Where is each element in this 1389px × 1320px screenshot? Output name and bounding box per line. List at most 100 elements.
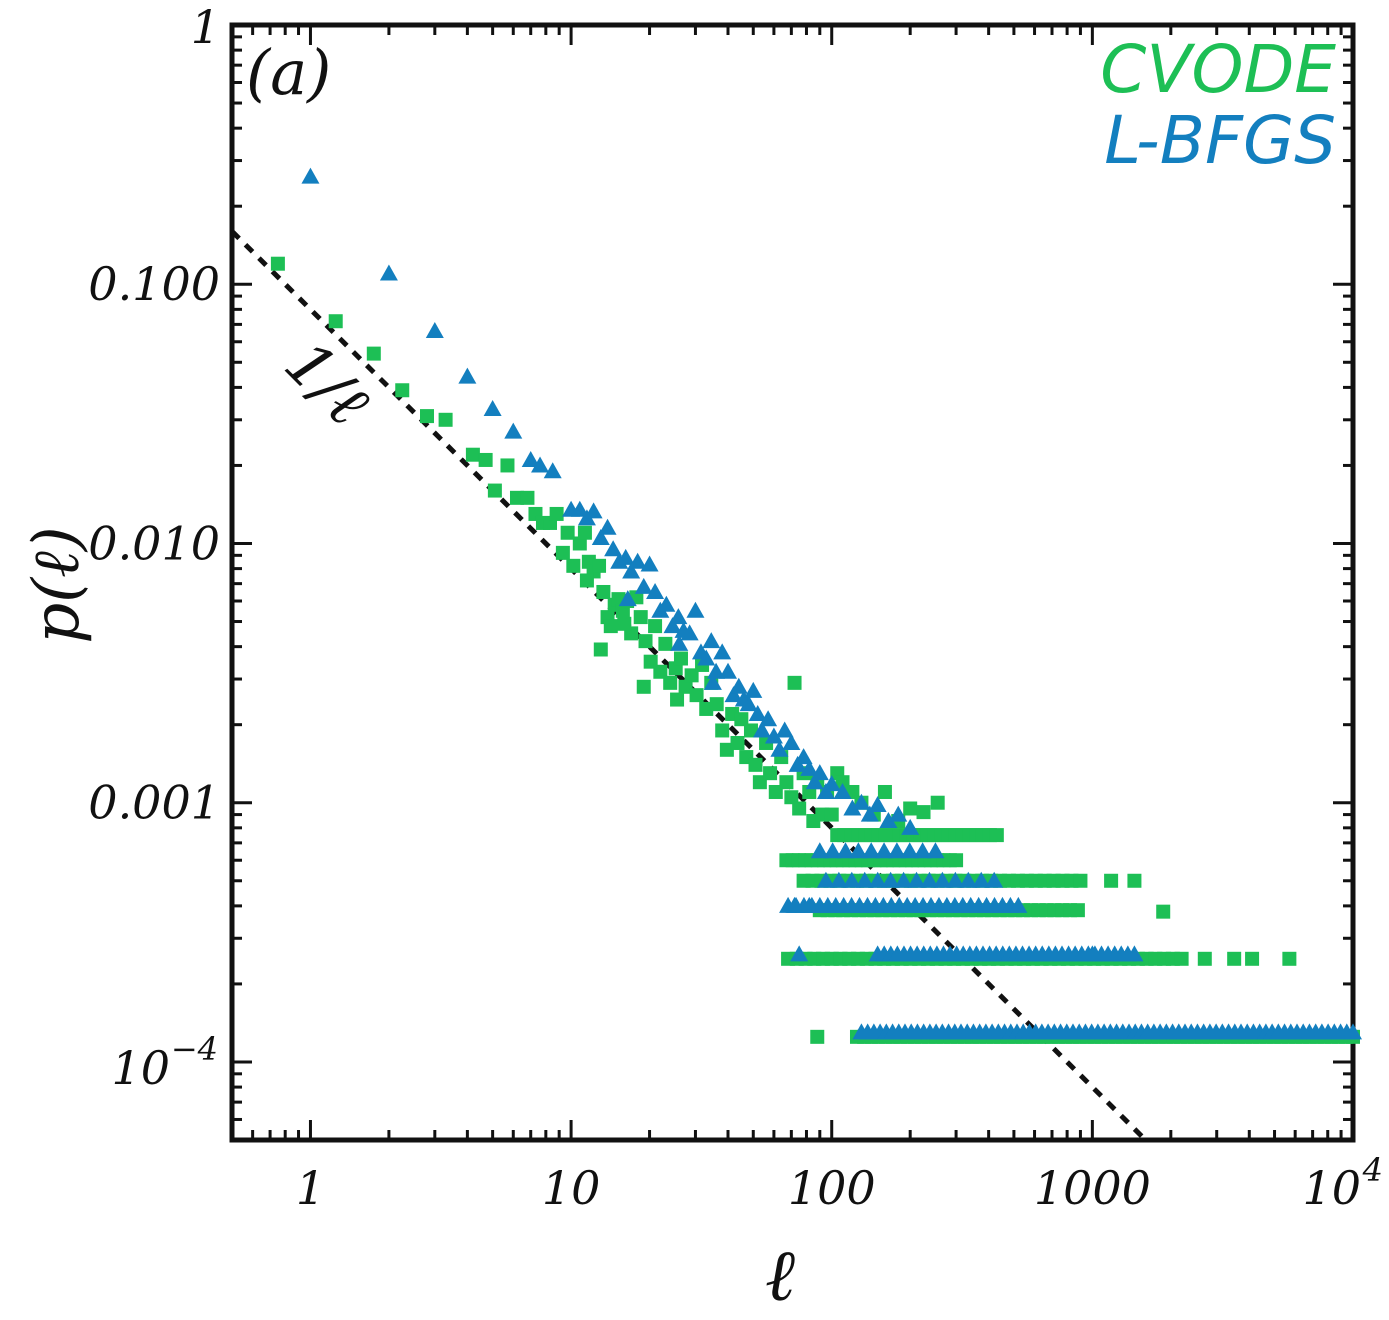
cvode-point xyxy=(1174,951,1189,966)
cvode-point xyxy=(903,801,918,816)
cvode-point xyxy=(465,447,480,462)
lbfgs-point xyxy=(584,502,603,519)
reference-line-1-over-l xyxy=(230,229,1148,1142)
lbfgs-point xyxy=(894,871,913,888)
cvode-point xyxy=(877,784,892,799)
lbfgs-point xyxy=(640,555,659,572)
lbfgs-point xyxy=(900,842,919,859)
cvode-point xyxy=(420,409,435,424)
lbfgs-point xyxy=(598,518,617,535)
lbfgs-point xyxy=(680,624,699,641)
lbfgs-point xyxy=(833,782,852,799)
cvode-point xyxy=(1282,951,1297,966)
cvode-point xyxy=(648,619,663,634)
lbfgs-point xyxy=(504,422,523,439)
cvode-point xyxy=(270,256,285,271)
y-tick-label: 0.100 xyxy=(88,257,220,311)
cvode-point xyxy=(930,795,945,810)
lbfgs-point xyxy=(852,793,871,810)
cvode-point xyxy=(328,314,343,329)
lbfgs-point xyxy=(707,662,726,679)
lbfgs-point xyxy=(521,450,540,467)
cvode-point xyxy=(763,766,778,781)
x-tick-label: 1000 xyxy=(1034,1161,1151,1215)
lbfgs-point xyxy=(800,759,819,776)
cvode-point xyxy=(673,651,688,666)
plot-frame xyxy=(229,22,1356,1143)
cvode-point xyxy=(1227,951,1242,966)
lbfgs-point xyxy=(770,740,789,757)
lbfgs-point xyxy=(646,582,665,599)
y-tick-label: 0.010 xyxy=(88,516,220,570)
cvode-point xyxy=(1197,951,1212,966)
legend-entry-lbfgs: L-BFGS xyxy=(1104,102,1336,179)
lbfgs-point xyxy=(697,649,716,666)
cvode-point xyxy=(784,790,799,805)
y-tick-label-exponent: −4 xyxy=(171,1030,218,1068)
lbfgs-point xyxy=(785,896,804,913)
cvode-point xyxy=(487,483,502,498)
lbfgs-point xyxy=(759,710,778,727)
lbfgs-point xyxy=(531,456,550,473)
lbfgs-point xyxy=(483,400,502,417)
cvode-point xyxy=(549,506,564,521)
legend-entry-cvode: CVODE xyxy=(1100,31,1336,108)
lbfgs-point xyxy=(739,695,758,712)
lbfgs-point xyxy=(816,871,835,888)
cvode-point xyxy=(663,675,678,690)
lbfgs-point xyxy=(634,577,653,594)
lbfgs-point xyxy=(425,322,444,339)
cvode-point xyxy=(555,545,570,560)
cvode-point xyxy=(366,346,381,361)
cvode-point xyxy=(792,801,807,816)
x-axis-title: ℓ xyxy=(765,1233,795,1317)
y-tick-label: 0.001 xyxy=(88,776,220,830)
cvode-point xyxy=(636,679,651,694)
lbfgs-point xyxy=(926,842,945,859)
lbfgs-point xyxy=(889,805,908,822)
cvode-point xyxy=(1127,873,1142,888)
cvode-point xyxy=(787,675,802,690)
cvode-point xyxy=(1104,873,1119,888)
y-axis-title: p(ℓ) xyxy=(20,526,94,644)
y-tick-label: 10 xyxy=(111,1041,170,1095)
cvode-point xyxy=(824,807,839,822)
lbfgs-point xyxy=(933,871,952,888)
lbfgs-point xyxy=(972,871,991,888)
cvode-point xyxy=(593,642,608,657)
cvode-point xyxy=(779,775,794,790)
x-tick-label: 10 xyxy=(542,1161,601,1215)
lbfgs-point xyxy=(686,601,705,618)
series-l-bfgs xyxy=(301,167,1362,1040)
cvode-point xyxy=(592,558,607,573)
y-tick-label: 1 xyxy=(191,0,220,54)
lbfgs-point xyxy=(868,795,887,812)
lbfgs-point xyxy=(744,681,763,698)
lbfgs-point xyxy=(822,775,841,792)
cvode-point xyxy=(730,735,745,750)
cvode-point xyxy=(596,584,611,599)
lbfgs-point xyxy=(829,871,848,888)
lbfgs-point xyxy=(843,799,862,816)
lbfgs-point xyxy=(782,733,801,750)
reference-line-label: 1/ℓ xyxy=(271,327,384,440)
lbfgs-point xyxy=(959,871,978,888)
cvode-point xyxy=(658,636,673,651)
lbfgs-point xyxy=(752,721,771,738)
lbfgs-point xyxy=(301,167,320,184)
lbfgs-point xyxy=(713,643,732,660)
lbfgs-point xyxy=(913,842,932,859)
cvode-point xyxy=(748,757,763,772)
cvode-point xyxy=(572,536,587,551)
cvode-point xyxy=(1070,903,1085,918)
lbfgs-point xyxy=(849,842,868,859)
cvode-point xyxy=(715,723,730,738)
lbfgs-point xyxy=(628,552,647,569)
cvode-point xyxy=(810,1029,825,1044)
series-cvode xyxy=(270,256,1360,1044)
lbfgs-point xyxy=(875,842,894,859)
x-tick-label: 10 xyxy=(1302,1161,1361,1215)
cvode-point xyxy=(768,784,783,799)
lbfgs-point xyxy=(887,842,906,859)
